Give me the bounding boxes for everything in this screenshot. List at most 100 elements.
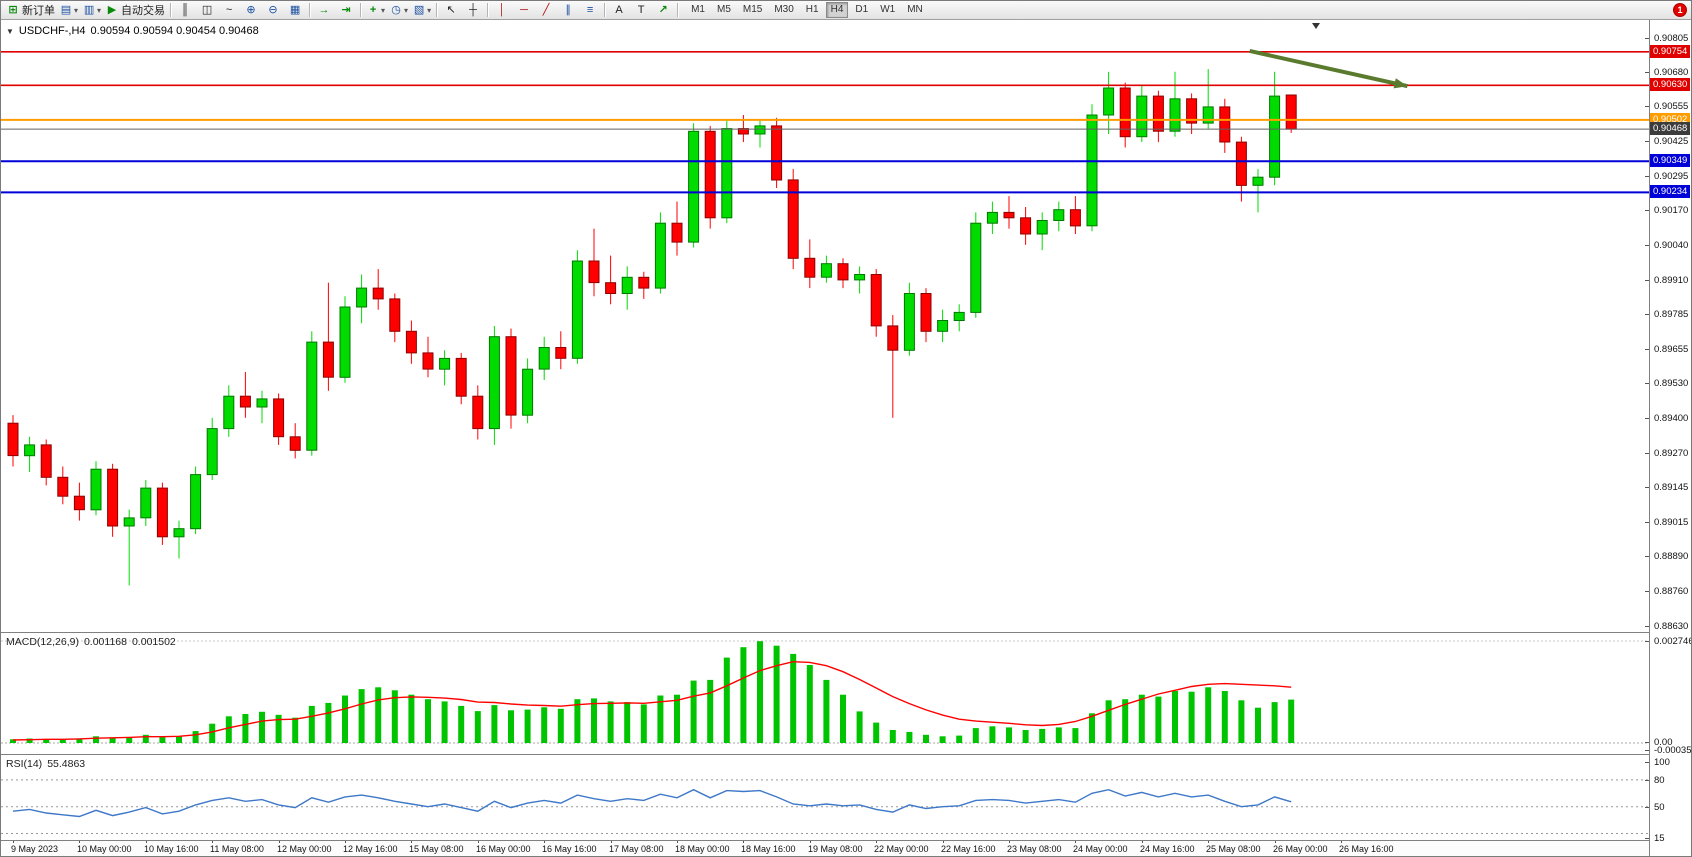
tile-windows-button[interactable]: ▦ [284,2,306,18]
text-button[interactable]: A [608,2,630,18]
chart-area[interactable]: 0.90805 0.90680 0.90555 0.90425 0.90295 0.901… [1,20,1691,856]
cursor-button[interactable]: ↖ [440,2,462,18]
fibonacci-button[interactable]: ≡ [579,2,601,18]
macd-panel-canvas[interactable] [1,632,1649,754]
timeframe-w1[interactable]: W1 [880,4,896,15]
price-axis-tick: 0.90425 [1654,136,1689,147]
date-axis-tick-mark [146,840,147,843]
crosshair-icon: ┼ [469,4,477,16]
trendline-button[interactable]: ╱ [535,2,557,18]
price-axis-border [1649,20,1650,856]
alert-icon[interactable]: 1 [1674,4,1686,16]
main-chart-canvas[interactable] [1,20,1649,632]
candle [870,274,882,327]
arrows-button[interactable]: ↗ [652,2,674,18]
symbol-title: USDCHF-,H4 [18,25,86,37]
candle-chart-button[interactable]: ◫ [196,2,218,18]
date-axis-label: 26 May 16:00 [1339,844,1394,854]
price-axis-tick: 0.89145 [1654,482,1689,493]
date-axis-tick-mark [876,840,877,843]
candle [1020,217,1032,235]
timeframe-d1[interactable]: D1 [855,4,869,15]
candle [555,347,567,359]
one-click-trading-toggle[interactable]: ▼ [6,26,14,36]
candle [239,395,251,408]
panel-splitter[interactable] [1,632,1691,633]
candle [273,398,285,438]
date-axis[interactable]: 9 May 2023 10 May 00:00 10 May 16:00 11 May… [1,840,1649,856]
candle [621,276,633,294]
rsi-axis-tick-mark [1645,780,1649,781]
price-axis-tick: 0.88630 [1654,621,1689,632]
macd-histogram-bar [43,739,50,743]
horizontal-line-icon: ─ [520,4,528,16]
new-chart-icon: ▤ [60,4,72,16]
tile-windows-icon: ▦ [289,4,301,16]
date-axis-label: 23 May 08:00 [1007,844,1062,854]
periods-button[interactable]: ◷ ▾ [387,2,410,18]
templates-button[interactable]: ▧ ▾ [410,2,433,18]
auto-scroll-button[interactable]: → [313,2,335,18]
timeframe-mn[interactable]: MN [907,4,923,15]
timeframe-h4[interactable]: H4 [825,2,849,18]
autotrading-button[interactable]: ▶ 自动交易 [103,2,167,18]
text-label-button[interactable]: T [630,2,652,18]
chart-shift-marker[interactable] [1312,23,1320,29]
panel-splitter [1,840,1691,841]
zoom-out-button[interactable]: ⊖ [262,2,284,18]
timeframe-m15[interactable]: M15 [742,4,763,15]
new-chart-button[interactable]: ▤ ▾ [57,2,80,18]
candle [787,179,799,259]
macd-histogram-bar [757,641,763,743]
macd-histogram-bar [242,714,249,743]
macd-histogram-bar [806,665,813,743]
panel-splitter[interactable] [1,754,1691,755]
date-axis-label: 19 May 08:00 [808,844,863,854]
channel-icon: ∥ [565,4,571,16]
rsi-axis-tick: 100 [1654,757,1670,768]
candle [1136,95,1148,138]
rsi-axis-tick: 50 [1654,802,1665,813]
macd-histogram-bar [508,710,514,743]
macd-histogram-bar [840,694,846,743]
rsi-value: 55.4863 [47,758,86,770]
bar-chart-button[interactable]: ║ [174,2,196,18]
timeframe-m30[interactable]: M30 [774,4,794,15]
arrows-icon: ↗ [658,4,668,16]
macd-histogram-bar [524,709,531,743]
channel-button[interactable]: ∥ [557,2,579,18]
add-indicator-button[interactable]: + ▾ [364,2,387,18]
candle [903,293,915,351]
macd-histogram-bar [1039,728,1046,743]
rsi-panel-canvas[interactable] [1,754,1649,840]
rsi-axis-tick-mark [1645,838,1649,839]
candle [73,495,85,511]
macd-histogram-bar [790,653,797,743]
timeframe-m5[interactable]: M5 [716,4,731,15]
macd-histogram-bar [723,657,730,743]
vertical-line-button[interactable]: │ [491,2,513,18]
new-order-button[interactable]: ⊞ 新订单 [4,2,57,18]
zoom-in-button[interactable]: ⊕ [240,2,262,18]
horizontal-line-button[interactable]: ─ [513,2,535,18]
candle [688,130,700,243]
date-axis-tick-mark [743,840,744,843]
timeframe-m1[interactable]: M1 [691,4,705,15]
profiles-button[interactable]: ▥ ▾ [80,2,103,18]
timeframe-h1[interactable]: H1 [805,4,819,15]
profiles-icon: ▥ [83,4,95,16]
candle [1186,98,1198,124]
candle-chart-icon: ◫ [201,4,213,16]
chart-shift-button[interactable]: ⇥ [335,2,357,18]
line-chart-button[interactable]: ~ [218,2,240,18]
price-axis-tick-mark [1645,453,1649,454]
candle [389,298,401,332]
candle [173,528,185,538]
macd-histogram-bar [740,647,747,743]
trend-arrow[interactable] [1249,49,1408,89]
crosshair-button[interactable]: ┼ [462,2,484,18]
macd-histogram-bar [823,679,830,743]
macd-histogram-bar [707,679,714,743]
price-axis[interactable]: 0.90805 0.90680 0.90555 0.90425 0.90295 0.901… [1645,20,1691,856]
